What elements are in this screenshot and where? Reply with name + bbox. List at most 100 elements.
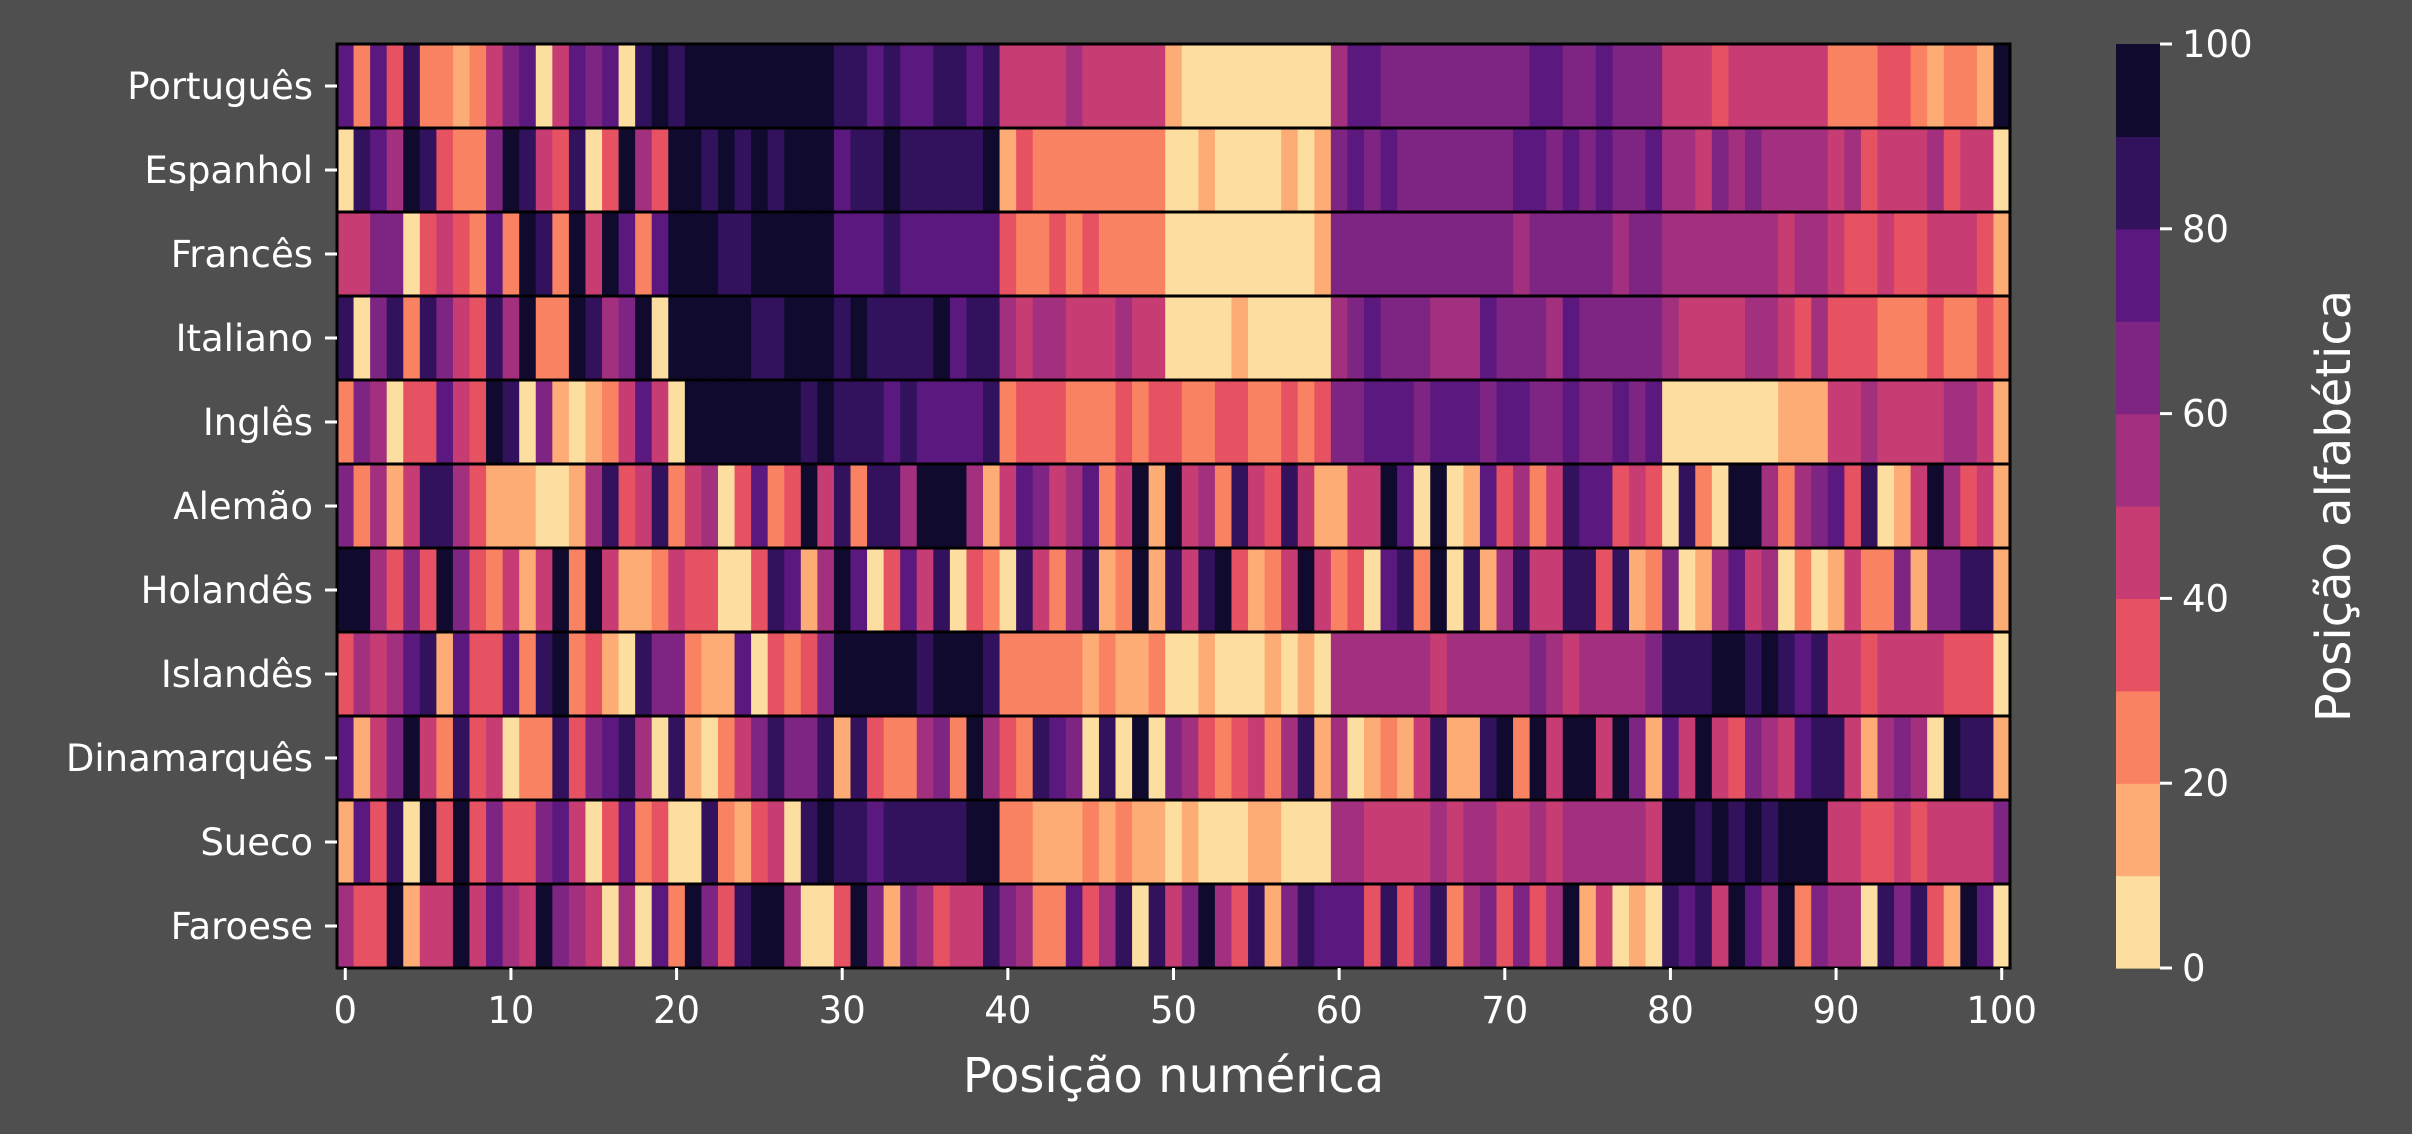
heatmap-cell [502, 464, 520, 549]
heatmap-cell [1579, 380, 1597, 465]
heatmap-cell [900, 128, 918, 213]
heatmap-cell [1877, 632, 1895, 717]
heatmap-cell [1198, 380, 1216, 465]
heatmap-cell [966, 632, 984, 717]
heatmap-cell [436, 884, 454, 969]
heatmap-cell [1595, 212, 1614, 297]
colorbar-tick-label: 100 [2182, 23, 2253, 66]
heatmap-cell [1794, 380, 1812, 465]
heatmap-cell [916, 632, 934, 717]
heatmap-cell [668, 128, 686, 213]
heatmap-cell [1579, 632, 1597, 717]
heatmap-cell [1049, 800, 1067, 885]
heatmap-cell [850, 296, 868, 381]
colorbar-segment [2116, 413, 2160, 507]
heatmap-cell [784, 128, 802, 213]
heatmap-cell [386, 464, 404, 549]
heatmap-cell [1728, 380, 1746, 465]
heatmap-cell [1579, 800, 1597, 885]
heatmap-cell [1761, 212, 1779, 297]
heatmap-cell [1794, 128, 1812, 213]
heatmap-cell [1231, 44, 1249, 129]
heatmap-cell [1082, 632, 1100, 717]
heatmap-cell [1248, 212, 1266, 297]
heatmap-cell [486, 716, 504, 801]
heatmap-cell [419, 128, 437, 213]
heatmap-cell [1397, 800, 1415, 885]
y-tick-label: Francês [171, 233, 313, 276]
heatmap-cell [519, 296, 537, 381]
heatmap-cell [1844, 128, 1862, 213]
heatmap-cell [850, 380, 868, 465]
heatmap-cell [1960, 548, 1978, 633]
heatmap-cell [1281, 128, 1299, 213]
heatmap-cell [1115, 884, 1133, 969]
row-separators [337, 126, 2010, 886]
heatmap-cell [883, 884, 901, 969]
heatmap-cell [1231, 548, 1249, 633]
heatmap-cell [469, 212, 487, 297]
heatmap-cell [1562, 800, 1580, 885]
heatmap-cell [602, 800, 620, 885]
heatmap-cell [1181, 716, 1199, 801]
heatmap-cell [519, 464, 537, 549]
heatmap-cell [353, 44, 371, 129]
heatmap-cell [1612, 464, 1630, 549]
heatmap-cell [1463, 632, 1481, 717]
heatmap-cell [1132, 548, 1150, 633]
heatmap-cell [1463, 380, 1481, 465]
heatmap-cell [452, 44, 471, 129]
heatmap-cell [1811, 884, 1829, 969]
heatmap-cell [1546, 380, 1564, 465]
heatmap-cell [1744, 884, 1763, 969]
colorbar-segment [2116, 506, 2160, 599]
heatmap-cell [1645, 884, 1663, 969]
heatmap-cell [618, 884, 636, 969]
heatmap-cell [1546, 548, 1564, 633]
heatmap-cell [1629, 44, 1647, 129]
heatmap-cell [1778, 632, 1796, 717]
heatmap-cell [1894, 212, 1912, 297]
heatmap-cell [1827, 464, 1845, 549]
heatmap-cell [784, 632, 802, 717]
heatmap-cell [1065, 44, 1083, 129]
heatmap-cell [1993, 128, 2011, 213]
heatmap-cell [386, 884, 404, 969]
heatmap-cell [1794, 464, 1812, 549]
heatmap-cell [916, 212, 934, 297]
heatmap-cell [1446, 464, 1464, 549]
heatmap-cell [1049, 212, 1067, 297]
x-axis-title: Posição numérica [963, 1048, 1384, 1104]
heatmap-cell [1595, 548, 1614, 633]
heatmap-cell [552, 212, 570, 297]
heatmap-cell [1678, 548, 1696, 633]
heatmap-cell [635, 548, 653, 633]
heatmap-cell [1181, 212, 1199, 297]
heatmap-cell [933, 800, 951, 885]
heatmap-cell [1778, 716, 1796, 801]
heatmap-cell [1314, 380, 1332, 465]
heatmap-cells [337, 44, 2011, 969]
heatmap-cell [1513, 380, 1531, 465]
heatmap-cell [1098, 632, 1117, 717]
heatmap-cell [502, 800, 520, 885]
heatmap-cell [1778, 464, 1796, 549]
heatmap-cell [1181, 128, 1199, 213]
heatmap-cell [1264, 800, 1282, 885]
heatmap-cell [1695, 716, 1713, 801]
heatmap-cell [1976, 380, 1995, 465]
heatmap-cell [1860, 884, 1879, 969]
heatmap-cell [684, 632, 703, 717]
heatmap-cell [916, 296, 934, 381]
heatmap-cell [1214, 716, 1233, 801]
heatmap-cell [933, 128, 951, 213]
heatmap-cell [552, 296, 570, 381]
heatmap-cell [1413, 548, 1431, 633]
heatmap-cell [535, 548, 553, 633]
heatmap-cell [1960, 380, 1978, 465]
heatmap-cell [403, 380, 421, 465]
heatmap-cell [1579, 716, 1597, 801]
heatmap-cell [1778, 548, 1796, 633]
heatmap-cell [386, 44, 404, 129]
